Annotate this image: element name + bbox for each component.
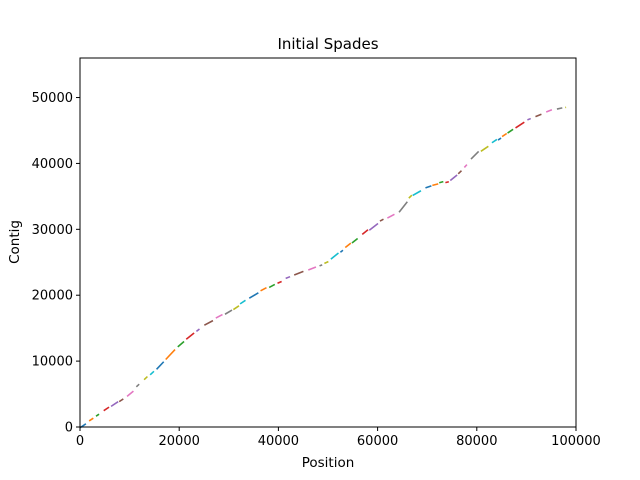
contig-segment [351,237,359,244]
contig-segment [339,249,344,253]
contig-segment [203,319,214,326]
contig-segment [545,109,553,113]
contig-segment [165,349,176,361]
contig-segment [232,305,240,311]
contig-segment [527,117,532,121]
contig-segment [135,383,140,388]
contig-segment [497,137,502,141]
contig-segment [126,390,134,397]
contig-segment [470,150,480,160]
contig-segment [408,194,413,199]
contig-segment [439,180,444,184]
y-tick-label: 40000 [32,157,73,172]
contig-segment [88,417,94,422]
contig-segment [293,270,304,276]
chart-title: Initial Spades [277,35,378,53]
contig-segment [535,113,542,118]
contig-segment [215,313,223,319]
contig-segment [463,164,468,168]
x-tick-label: 100000 [551,434,601,449]
contig-segment [515,121,525,129]
y-tick-label: 30000 [32,223,73,238]
y-tick-label: 50000 [32,91,73,106]
contig-segment [110,401,119,408]
contig-segment [118,398,124,403]
x-axis-label: Position [302,455,355,471]
x-axis-ticks: 0 20000 40000 60000 80000 100000 [76,427,601,449]
contig-segment [507,128,514,134]
contig-segment [268,283,276,289]
x-tick-label: 60000 [357,434,398,449]
contig-segment [324,260,329,265]
contig-segment [103,406,110,412]
x-tick-label: 20000 [159,434,200,449]
contig-segment [95,413,100,417]
y-axis-ticks: 0 10000 20000 30000 40000 50000 [32,91,80,436]
contig-segment [425,185,432,189]
contig-segment [195,328,200,333]
contig-segment [480,145,489,152]
contig-segment [387,213,395,219]
contig-segment [143,375,148,381]
x-tick-label: 80000 [456,434,497,449]
contig-segment [277,280,282,284]
contig-segment [457,170,463,175]
contig-segment [379,218,384,222]
contig-segment [412,190,422,197]
contig-segment [149,370,155,376]
contig-segment [185,332,195,340]
contig-segment [501,132,508,138]
contig-segment [307,266,317,271]
contig-segment [224,309,233,315]
contig-segment [155,361,165,370]
contig-segment [361,229,369,236]
contig-segment [368,222,379,231]
contig-segment [319,264,323,267]
contig-segment [285,275,291,280]
contig-segment [260,286,267,292]
contig-segment [449,174,458,182]
y-axis-label: Contig [7,220,23,264]
contig-segment [398,201,408,213]
y-tick-label: 10000 [32,355,73,370]
plot-frame [79,57,577,428]
contig-segment [432,183,439,187]
contig-segment [239,299,246,305]
y-tick-label: 20000 [32,289,73,304]
x-tick-label: 0 [76,434,84,449]
contig-segment [445,180,450,184]
contig-segment [491,138,498,144]
x-tick-label: 40000 [258,434,299,449]
contig-segment [177,340,185,348]
y-tick-label: 0 [65,421,73,436]
contig-segment [556,107,563,110]
series-segments [79,106,567,429]
contig-segment [330,252,339,260]
contig-segment [344,242,352,249]
contig-segment [248,292,259,299]
